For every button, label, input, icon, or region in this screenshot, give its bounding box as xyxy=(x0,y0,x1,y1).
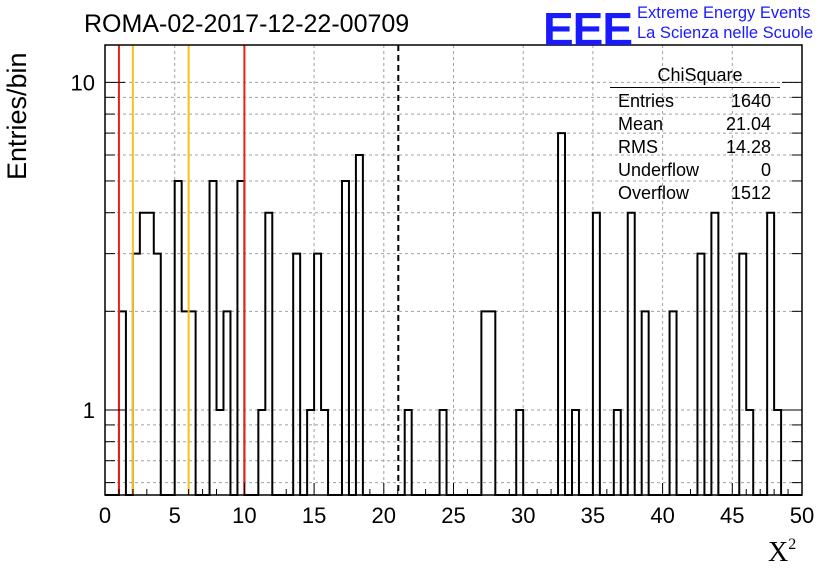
stats-row-label: Underflow xyxy=(618,160,700,180)
x-axis-label: X2 xyxy=(768,536,796,569)
stats-row: RMS 14.28 xyxy=(610,136,780,159)
stats-row-value: 1640 xyxy=(730,91,771,111)
x-tick-label: 50 xyxy=(790,503,814,528)
logo-line-1: Extreme Energy Events xyxy=(637,4,811,22)
stats-row: Underflow 0 xyxy=(610,159,780,182)
stats-row-label: RMS xyxy=(618,137,658,157)
stats-row-label: Mean xyxy=(618,114,664,134)
stats-row-label: Entries xyxy=(618,91,675,111)
stats-row-label: Overflow xyxy=(618,183,690,203)
x-tick-label: 25 xyxy=(441,503,465,528)
x-tick-label: 20 xyxy=(372,503,396,528)
stats-row: Mean 21.04 xyxy=(610,113,780,136)
x-tick-label: 30 xyxy=(511,503,535,528)
stats-title: ChiSquare xyxy=(610,65,780,88)
stats-row-value: 21.04 xyxy=(725,114,771,134)
stats-row: Overflow 1512 xyxy=(610,182,780,205)
y-tick-label: 1 xyxy=(83,398,95,423)
x-tick-label: 10 xyxy=(232,503,256,528)
stats-box: ChiSquare Entries 1640 Mean 21.04 RMS 14.28 Un… xyxy=(610,65,780,205)
x-axis-label-sup: 2 xyxy=(788,536,797,553)
y-axis-label: Entries/bin xyxy=(2,52,32,180)
x-axis-label-base: X xyxy=(768,537,789,568)
x-tick-label: 5 xyxy=(169,503,181,528)
x-tick-label: 0 xyxy=(99,503,111,528)
stats-row: Entries 1640 xyxy=(610,90,780,113)
eee-logo: EEE xyxy=(543,3,633,55)
stats-row-value: 1512 xyxy=(730,183,771,203)
stats-row-value: 0 xyxy=(760,160,771,180)
y-tick-label: 10 xyxy=(71,70,95,95)
logo-caption: Extreme Energy Events La Scienza nelle S… xyxy=(637,3,813,43)
run-title: ROMA-02-2017-12-22-00709 xyxy=(84,10,410,38)
x-tick-label: 15 xyxy=(302,503,326,528)
stats-rows: Entries 1640 Mean 21.04 RMS 14.28 Underflow 0 Ov… xyxy=(610,90,780,205)
logo-line-2: La Scienza nelle Scuole xyxy=(637,24,814,42)
x-tick-label: 35 xyxy=(581,503,605,528)
x-tick-label: 40 xyxy=(650,503,674,528)
stats-row-value: 14.28 xyxy=(725,137,771,157)
x-tick-label: 45 xyxy=(720,503,744,528)
